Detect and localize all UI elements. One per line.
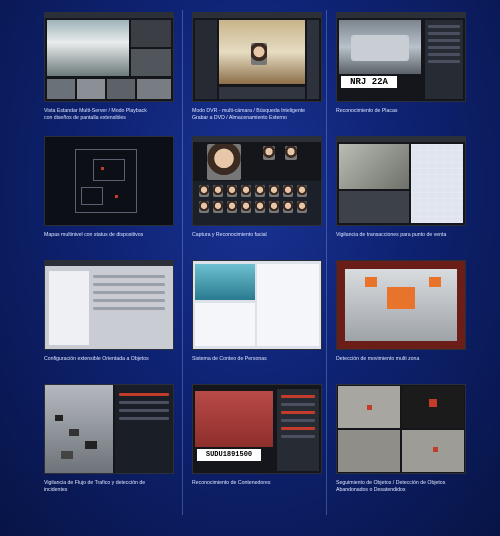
tile-caption: Detección de movimiento multi zona — [336, 356, 420, 362]
tile-plate-recognition: NRJ 22A Reconocimiento de Placas — [336, 12, 466, 115]
tile-people-counting: Sistema de Conteo de Personas — [192, 260, 322, 363]
tile-caption: Modo DVR - multi-cámara / Búsqueda Intel… — [192, 108, 306, 121]
tile-container-recognition: SUDU1891500 Reconocimiento de Contenedor… — [192, 384, 322, 487]
tile-pos-surveillance: Vigilancia de transacciones para punto d… — [336, 136, 466, 239]
container-id-readout: SUDU1891500 — [197, 449, 261, 461]
screenshot-tracking — [336, 384, 466, 474]
screenshot-faces — [192, 136, 322, 226]
tile-caption: Configuración extensible Orientada a Obj… — [44, 356, 149, 362]
tile-caption: Mapas multinivel con status de dispositi… — [44, 232, 144, 238]
tile-object-tracking: Seguimiento de Objetos / Detección de Ob… — [336, 384, 466, 494]
tile-caption: Captura y Reconocimiento facial — [192, 232, 267, 238]
tile-traffic-flow: Vigilancia de Flujo de Trafico y detecci… — [44, 384, 174, 494]
screenshot-people-count — [192, 260, 322, 350]
screenshot-pos — [336, 136, 466, 226]
tile-object-config: Configuración extensible Orientada a Obj… — [44, 260, 174, 363]
tile-caption: Sistema de Conteo de Personas — [192, 356, 267, 362]
screenshot-maps — [44, 136, 174, 226]
tile-caption: Seguimiento de Objetos / Detección de Ob… — [336, 480, 446, 493]
tile-caption: Reconocimiento de Placas — [336, 108, 398, 114]
tile-caption: Reconocimiento de Contenedores — [192, 480, 271, 486]
tile-caption: Vigilancia de transacciones para punto d… — [336, 232, 447, 238]
screenshot-traffic — [44, 384, 174, 474]
tile-caption: Vista Estandar Multi-Server / Modo Playb… — [44, 108, 147, 121]
tile-face-recognition: Captura y Reconocimiento facial — [192, 136, 322, 239]
screenshot-multi-server — [44, 12, 174, 102]
screenshot-containers: SUDU1891500 — [192, 384, 322, 474]
tile-dvr-mode: Modo DVR - multi-cámara / Búsqueda Intel… — [192, 12, 322, 122]
tile-caption: Vigilancia de Flujo de Trafico y detecci… — [44, 480, 146, 493]
screenshot-motion — [336, 260, 466, 350]
screenshot-config — [44, 260, 174, 350]
screenshot-dvr — [192, 12, 322, 102]
tile-motion-detection: Detección de movimiento multi zona — [336, 260, 466, 363]
screenshot-plates: NRJ 22A — [336, 12, 466, 102]
tile-multilevel-maps: Mapas multinivel con status de dispositi… — [44, 136, 174, 239]
license-plate-readout: NRJ 22A — [341, 76, 397, 88]
column-divider — [326, 10, 327, 515]
column-divider — [182, 10, 183, 515]
tile-multi-server-view: Vista Estandar Multi-Server / Modo Playb… — [44, 12, 174, 122]
